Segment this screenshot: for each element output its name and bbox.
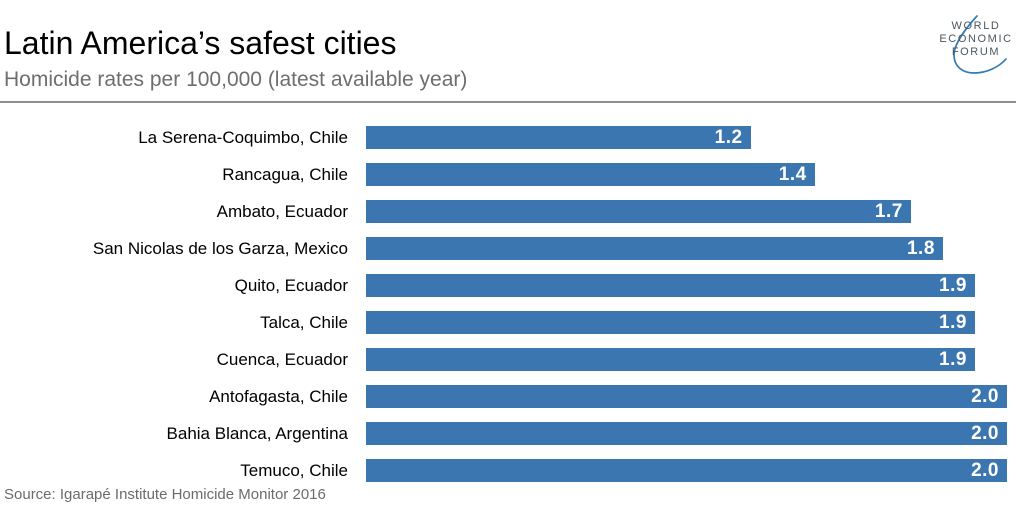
bar: 1.7	[366, 200, 911, 224]
value-label: 1.9	[939, 348, 967, 370]
category-label: La Serena-Coquimbo, Chile	[138, 127, 348, 147]
bar: 2.0	[366, 422, 1007, 446]
logo-line-world: WORLD	[952, 20, 1001, 32]
chart-row: Ambato, Ecuador 1.7	[0, 200, 1024, 224]
value-label: 1.9	[939, 274, 967, 296]
category-label: Antofagasta, Chile	[209, 386, 348, 406]
category-label: San Nicolas de los Garza, Mexico	[92, 238, 348, 258]
bar: 2.0	[366, 459, 1007, 483]
page-title: Latin America’s safest cities	[4, 25, 397, 61]
chart-row: Bahia Blanca, Argentina 2.0	[0, 422, 1024, 446]
value-label: 2.0	[971, 385, 999, 407]
bar: 2.0	[366, 385, 1007, 409]
logo-line-economic: ECONOMIC	[939, 33, 1012, 45]
header-divider	[0, 101, 1016, 104]
chart-row: Rancagua, Chile 1.4	[0, 163, 1024, 187]
bar: 1.9	[366, 348, 975, 372]
bar-chart: La Serena-Coquimbo, Chile 1.2 Rancagua, Ch…	[0, 126, 1024, 483]
value-label: 1.9	[939, 311, 967, 333]
category-label: Quito, Ecuador	[234, 275, 348, 295]
bar: 1.2	[366, 126, 751, 150]
chart-row: San Nicolas de los Garza, Mexico 1.8	[0, 237, 1024, 261]
bar-track: 1.7	[366, 200, 1007, 224]
chart-header: Latin America’s safest cities Homicide r…	[0, 0, 1024, 92]
chart-row: Cuenca, Ecuador 1.9	[0, 348, 1024, 372]
value-label: 2.0	[971, 459, 999, 481]
wef-swoosh-icon	[953, 15, 1007, 74]
bar-track: 1.9	[366, 274, 1007, 298]
bar-track: 1.8	[366, 237, 1007, 261]
source-note: Source: Igarapé Institute Homicide Monit…	[4, 486, 326, 503]
bar-track: 1.2	[366, 126, 1007, 150]
bar-track: 2.0	[366, 422, 1007, 446]
bar: 1.9	[366, 311, 975, 335]
bar: 1.4	[366, 163, 815, 187]
value-label: 2.0	[971, 422, 999, 444]
chart-row: Antofagasta, Chile 2.0	[0, 385, 1024, 409]
bar: 1.8	[366, 237, 943, 261]
bar-track: 1.4	[366, 163, 1007, 187]
category-label: Bahia Blanca, Argentina	[166, 423, 348, 443]
world-economic-forum-logo: WORLD ECONOMIC FORUM	[939, 15, 1012, 74]
chart-row: Temuco, Chile 2.0	[0, 459, 1024, 483]
chart-row: Talca, Chile 1.9	[0, 311, 1024, 335]
chart-row: Quito, Ecuador 1.9	[0, 274, 1024, 298]
bar: 1.9	[366, 274, 975, 298]
logo-line-forum: FORUM	[952, 46, 1000, 58]
bar-track: 1.9	[366, 348, 1007, 372]
page-subtitle: Homicide rates per 100,000 (latest avail…	[4, 68, 468, 92]
bar-track: 2.0	[366, 459, 1007, 483]
category-label: Cuenca, Ecuador	[216, 349, 348, 369]
bar-track: 1.9	[366, 311, 1007, 335]
chart-row: La Serena-Coquimbo, Chile 1.2	[0, 126, 1024, 150]
value-label: 1.2	[714, 126, 743, 148]
category-label: Ambato, Ecuador	[216, 201, 348, 221]
category-label: Temuco, Chile	[240, 460, 348, 480]
value-label: 1.4	[778, 163, 807, 185]
bar-track: 2.0	[366, 385, 1007, 409]
value-label: 1.7	[874, 200, 903, 222]
category-label: Talca, Chile	[260, 312, 348, 332]
value-label: 1.8	[906, 237, 935, 259]
category-label: Rancagua, Chile	[222, 164, 348, 184]
